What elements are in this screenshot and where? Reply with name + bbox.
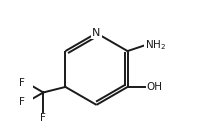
Text: F: F (40, 113, 46, 123)
Text: F: F (19, 97, 25, 107)
Text: OH: OH (146, 82, 162, 92)
Text: N: N (92, 28, 101, 38)
Text: NH$_2$: NH$_2$ (145, 39, 166, 52)
Text: F: F (19, 78, 25, 88)
